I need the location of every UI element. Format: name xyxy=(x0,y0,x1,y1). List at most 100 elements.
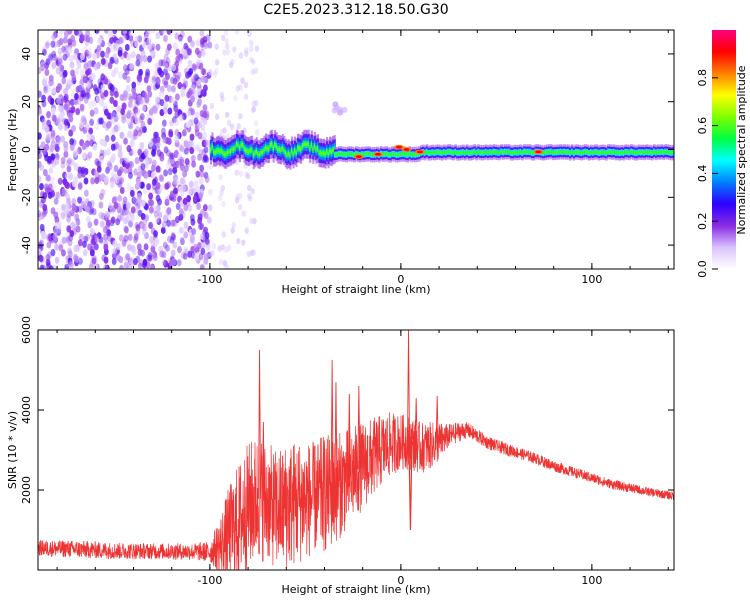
spectrogram-cell xyxy=(179,236,185,244)
spectrogram-cell xyxy=(284,151,287,155)
spectrogram-cell xyxy=(144,158,150,166)
spectrogram-cell xyxy=(174,135,180,144)
spectrogram-cell xyxy=(204,175,210,183)
spectrogram-cell xyxy=(56,135,61,143)
spectrogram-cell xyxy=(148,221,153,230)
spectrogram-cell xyxy=(87,221,93,229)
spectrogram-cell xyxy=(189,133,195,141)
spectrogram-cell xyxy=(666,150,669,154)
spectrogram-cell xyxy=(133,106,139,114)
spectrogram-cell xyxy=(131,86,137,94)
spectrogram-cell xyxy=(67,112,73,120)
spectrogram-cell xyxy=(197,121,203,129)
spectrogram-cell xyxy=(220,34,226,41)
spectrogram-cell xyxy=(179,156,185,164)
spectrogram-cell xyxy=(244,50,249,57)
spectrogram-cell xyxy=(183,42,189,50)
spectrogram-cell xyxy=(144,203,149,211)
spectrogram-cell xyxy=(195,59,201,67)
spectrogram-cell xyxy=(490,150,494,155)
spectrogram-cell xyxy=(218,258,224,266)
spectrogram-cell xyxy=(131,81,137,89)
spectrogram-cell xyxy=(48,53,54,61)
spectrogram-cell xyxy=(120,107,125,116)
spectrogram-cell xyxy=(140,222,145,230)
spectrogram-cell xyxy=(182,252,188,260)
spectrogram-cell xyxy=(131,148,137,156)
spectrogram-cell xyxy=(310,142,313,147)
spectrogram-cell xyxy=(63,88,68,96)
spectrogram-cell xyxy=(315,147,318,152)
spectrogram-cell xyxy=(341,152,345,157)
spectrogram-cell xyxy=(189,236,195,244)
spectrogram-cell xyxy=(228,61,234,69)
spectrogram-cell xyxy=(243,81,249,89)
spectrogram-cell xyxy=(54,216,60,224)
spectrogram-cell xyxy=(152,205,158,214)
snr-frame xyxy=(37,329,675,571)
spectrogram-cell xyxy=(125,84,131,93)
spectrogram-cell xyxy=(332,148,335,153)
spectrogram-cell xyxy=(208,188,213,196)
spectrogram-x-tick-label: -100 xyxy=(197,273,222,286)
spectrogram-cell xyxy=(133,236,138,244)
spectrogram-cell xyxy=(172,115,177,124)
spectrogram-cell xyxy=(225,152,228,157)
spectrogram-cell xyxy=(152,254,158,262)
spectrogram-cell xyxy=(54,221,60,230)
spectrogram-cell xyxy=(433,151,436,155)
spectrogram-cell xyxy=(92,143,98,151)
spectrogram-cell xyxy=(620,150,624,155)
spectrogram-cell xyxy=(45,39,51,47)
snr-y-ticks: 2000 4000 6000 xyxy=(20,316,674,504)
spectrogram-cell xyxy=(199,164,205,172)
spectrogram-cell xyxy=(156,149,162,157)
spectrogram-cell xyxy=(182,52,188,60)
snr-series xyxy=(38,330,674,570)
spectrogram-cell xyxy=(119,265,124,269)
spectrogram-cell xyxy=(115,113,120,121)
spectrogram-cell xyxy=(370,153,373,157)
spectrogram-cell xyxy=(51,87,57,95)
spectrogram-cell xyxy=(101,149,107,157)
spectrogram-cell xyxy=(99,192,104,201)
spectrogram-cell xyxy=(62,69,68,78)
spectrogram-cell xyxy=(203,139,209,147)
spectrogram-cell xyxy=(131,92,137,100)
snr-x-tick-label: 100 xyxy=(581,574,602,587)
spectrogram-cell xyxy=(42,203,48,212)
spectrogram-cell xyxy=(158,59,164,67)
spectrogram-cell xyxy=(74,148,80,156)
spectrogram-cell xyxy=(46,241,52,249)
spectrogram-cell xyxy=(122,238,127,246)
spectrogram-cell xyxy=(94,176,100,185)
spectrogram-cell xyxy=(44,41,50,49)
spectrogram-cell xyxy=(633,151,637,155)
spectrogram-cell xyxy=(110,44,116,53)
spectrogram-cell xyxy=(87,151,93,159)
spectrogram-cell xyxy=(164,94,170,102)
spectrogram-cell xyxy=(155,182,161,190)
spectrogram-cell xyxy=(65,159,71,167)
spectrogram-cell xyxy=(246,149,249,154)
spectrogram-cell xyxy=(568,151,572,155)
spectrogram-cell xyxy=(163,62,169,70)
spectrogram-cell xyxy=(186,91,192,99)
spectrogram-cell xyxy=(263,148,266,152)
spectrogram-y-tick-label: -20 xyxy=(20,188,33,206)
spectrogram-cell xyxy=(84,123,90,131)
spectrogram-cell xyxy=(50,40,56,48)
spectrogram-cell xyxy=(231,147,234,152)
spectrogram-cell xyxy=(208,68,213,76)
spectrogram-cell xyxy=(126,117,131,126)
spectrogram-cell xyxy=(255,149,258,154)
spectrogram-cell xyxy=(38,248,42,256)
spectrogram-cell xyxy=(175,132,181,141)
spectrogram-cell xyxy=(172,42,178,50)
spectrogram-cell xyxy=(149,264,155,269)
spectrogram-cell xyxy=(165,72,170,80)
spectrogram-cell xyxy=(165,73,170,81)
colorbar-tick-label: 0.4 xyxy=(696,165,709,183)
spectrogram-cell xyxy=(133,233,139,241)
spectrogram-cell xyxy=(155,165,161,173)
